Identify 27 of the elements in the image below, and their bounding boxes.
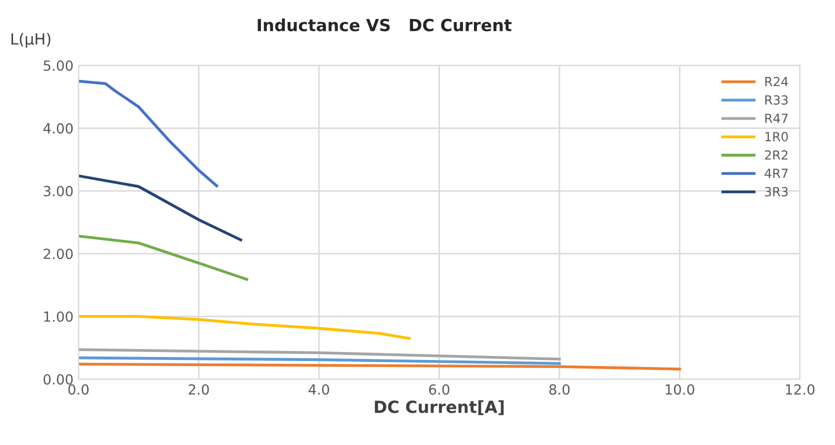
line-series [78, 234, 248, 281]
line-series [78, 80, 218, 188]
legend-label: 4R7 [764, 168, 788, 178]
legend-label: 2R2 [765, 150, 788, 160]
legend-label: R47 [765, 114, 788, 123]
y-tick-label: 3.00 [44, 186, 73, 196]
x-tick-label: 2.0 [188, 384, 209, 395]
x-tick-label: 8.0 [549, 384, 570, 395]
y-tick-label: 4.00 [43, 123, 73, 134]
y-axis-title: L(μH) [12, 32, 50, 48]
x-tick-label: 10.0 [666, 384, 694, 395]
legend-label: 1R0 [765, 132, 788, 142]
x-axis-title: DC Current[A] [374, 400, 504, 416]
legend-label: R33 [765, 95, 788, 105]
y-tick-label: 5.00 [44, 60, 73, 71]
y-tick-label: 1.00 [44, 311, 73, 322]
legend-label: R24 [765, 76, 788, 86]
line-series [78, 315, 411, 340]
y-tick-label: 2.00 [44, 248, 73, 260]
y-tick-label: 0.00 [44, 374, 73, 385]
x-tick-label: 6.0 [429, 384, 450, 395]
legend-label: 3R3 [765, 186, 788, 196]
line-series [78, 174, 242, 242]
x-tick-label: 12.0 [786, 384, 814, 395]
x-tick-label: 4.0 [308, 384, 330, 395]
chart-title: Inductance VS DC Current [258, 18, 512, 32]
x-tick-label: 0.0 [68, 384, 89, 395]
